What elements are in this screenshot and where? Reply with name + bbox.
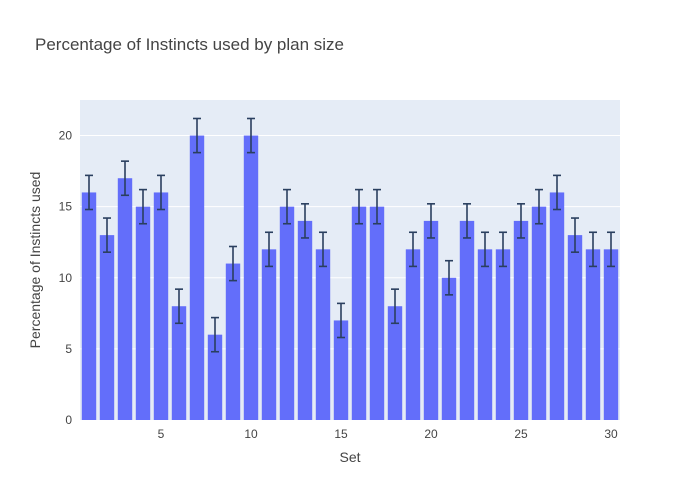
bar (459, 220, 475, 420)
bar (117, 178, 133, 420)
bar (387, 306, 403, 420)
bar (495, 249, 511, 420)
bar (243, 135, 259, 421)
bar (549, 192, 565, 420)
error-bar (319, 231, 327, 268)
bar (225, 263, 241, 420)
bar (189, 135, 205, 421)
error-bar (427, 203, 435, 239)
bar (531, 206, 547, 420)
bar (513, 220, 529, 420)
error-bar (121, 160, 129, 197)
chart-title: Percentage of Instincts used by plan siz… (35, 35, 344, 54)
bar (477, 249, 493, 420)
error-bars (85, 117, 615, 353)
bar (153, 192, 169, 420)
bar (567, 235, 583, 420)
x-tick-label: 10 (244, 427, 258, 441)
bar (207, 334, 223, 420)
bar (81, 192, 97, 420)
bar (315, 249, 331, 420)
error-bar (445, 259, 453, 296)
error-bar (355, 188, 363, 225)
y-tick-label: 0 (65, 413, 72, 427)
error-bar (463, 203, 471, 239)
error-bar (157, 174, 165, 211)
error-bar (175, 288, 183, 325)
bar (135, 206, 151, 420)
y-tick-label: 5 (65, 342, 72, 356)
bar (99, 235, 115, 420)
y-axis-ticks: 0 5 10 15 20 (59, 129, 73, 427)
error-bar (283, 188, 291, 225)
error-bar (517, 203, 525, 239)
error-bar (571, 217, 579, 253)
error-bar (553, 174, 561, 211)
bar (279, 206, 295, 420)
error-bar (103, 217, 111, 253)
error-bar (211, 316, 219, 353)
error-bar (193, 117, 201, 154)
y-tick-label: 15 (59, 200, 73, 214)
bar (603, 249, 619, 420)
bar (351, 206, 367, 420)
error-bar (589, 231, 597, 268)
bar (585, 249, 601, 420)
x-axis-label: Set (339, 449, 360, 465)
x-tick-label: 20 (424, 427, 438, 441)
bar (369, 206, 385, 420)
bar (441, 277, 457, 420)
error-bar (409, 231, 417, 268)
error-bar (499, 231, 507, 268)
error-bar (535, 188, 543, 225)
bar (405, 249, 421, 420)
error-bar (247, 117, 255, 154)
grid-lines (80, 135, 620, 350)
plot-area (80, 100, 620, 420)
error-bar (373, 188, 381, 225)
bar (171, 306, 187, 420)
bar (333, 320, 349, 420)
error-bar (265, 231, 273, 268)
error-bar (391, 288, 399, 325)
bar (261, 249, 277, 420)
error-bar (337, 302, 345, 339)
bar (423, 220, 439, 420)
y-tick-label: 10 (59, 271, 73, 285)
error-bar (607, 231, 615, 268)
error-bar (139, 188, 147, 225)
x-axis-ticks: 5 10 15 20 25 30 (158, 427, 618, 441)
bar (297, 220, 313, 420)
error-bar (85, 174, 93, 211)
x-tick-label: 30 (604, 427, 618, 441)
y-tick-label: 20 (59, 129, 73, 143)
error-bar (481, 231, 489, 268)
error-bar (301, 203, 309, 239)
x-tick-label: 15 (334, 427, 348, 441)
bars (81, 135, 619, 421)
y-axis-label: Percentage of Instincts used (27, 172, 43, 349)
error-bar (229, 245, 237, 282)
x-tick-label: 5 (158, 427, 165, 441)
x-tick-label: 25 (514, 427, 528, 441)
